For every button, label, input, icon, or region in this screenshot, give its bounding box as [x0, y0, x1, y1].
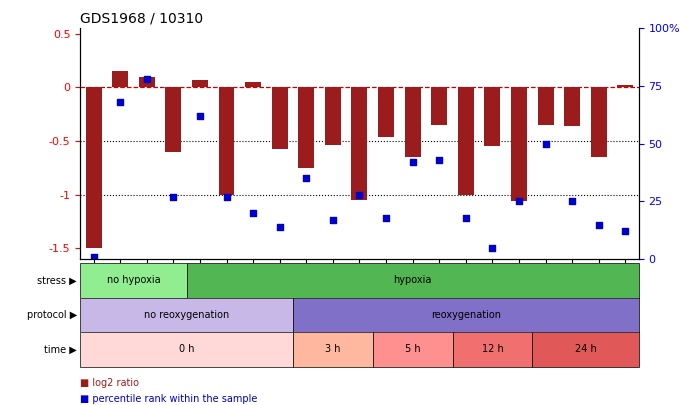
Bar — [352, 87, 367, 200]
Bar — [405, 87, 421, 157]
Point — [620, 228, 631, 235]
Point — [221, 194, 232, 200]
Bar — [458, 87, 474, 195]
Text: GDS1968 / 10310: GDS1968 / 10310 — [80, 12, 203, 26]
Text: stress ▶: stress ▶ — [37, 275, 77, 286]
Text: ■ percentile rank within the sample: ■ percentile rank within the sample — [80, 394, 258, 404]
Point — [274, 224, 285, 230]
Text: reoxygenation: reoxygenation — [431, 310, 501, 320]
Point — [380, 214, 392, 221]
Point — [593, 221, 604, 228]
Point — [168, 194, 179, 200]
Bar — [272, 87, 288, 149]
Bar — [293, 332, 373, 367]
Text: 0 h: 0 h — [179, 344, 194, 354]
Point — [327, 217, 339, 223]
Bar — [245, 82, 261, 87]
Bar — [192, 80, 208, 87]
Point — [487, 244, 498, 251]
Point — [248, 210, 259, 216]
Bar — [218, 87, 235, 195]
Bar — [564, 87, 580, 126]
Bar — [373, 332, 452, 367]
Bar — [298, 87, 314, 168]
Text: 5 h: 5 h — [405, 344, 420, 354]
Point — [433, 157, 445, 163]
Text: no hypoxia: no hypoxia — [107, 275, 161, 286]
Text: time ▶: time ▶ — [44, 344, 77, 354]
Bar — [533, 332, 639, 367]
Point — [514, 198, 525, 205]
Point — [460, 214, 471, 221]
Text: 12 h: 12 h — [482, 344, 503, 354]
Text: no reoxygenation: no reoxygenation — [144, 310, 229, 320]
Point — [540, 141, 551, 147]
Bar — [139, 77, 155, 87]
Bar — [186, 263, 639, 298]
Text: hypoxia: hypoxia — [394, 275, 432, 286]
Point — [141, 76, 152, 82]
Bar — [325, 87, 341, 145]
Bar — [591, 87, 607, 157]
Bar — [293, 298, 639, 332]
Point — [354, 191, 365, 198]
Point — [88, 254, 99, 260]
Bar — [80, 332, 293, 367]
Point — [567, 198, 578, 205]
Text: 24 h: 24 h — [574, 344, 596, 354]
Text: protocol ▶: protocol ▶ — [27, 310, 77, 320]
Bar — [537, 87, 554, 125]
Point — [407, 159, 418, 166]
Bar — [80, 298, 293, 332]
Point — [194, 113, 205, 119]
Bar — [378, 87, 394, 137]
Text: 3 h: 3 h — [325, 344, 341, 354]
Text: ■ log2 ratio: ■ log2 ratio — [80, 378, 140, 388]
Bar — [112, 71, 128, 87]
Point — [114, 99, 126, 105]
Bar — [80, 263, 186, 298]
Bar — [511, 87, 527, 201]
Bar — [165, 87, 181, 152]
Bar — [618, 85, 633, 87]
Bar — [452, 332, 533, 367]
Bar — [431, 87, 447, 125]
Bar — [484, 87, 500, 147]
Point — [301, 175, 312, 181]
Bar — [86, 87, 101, 248]
